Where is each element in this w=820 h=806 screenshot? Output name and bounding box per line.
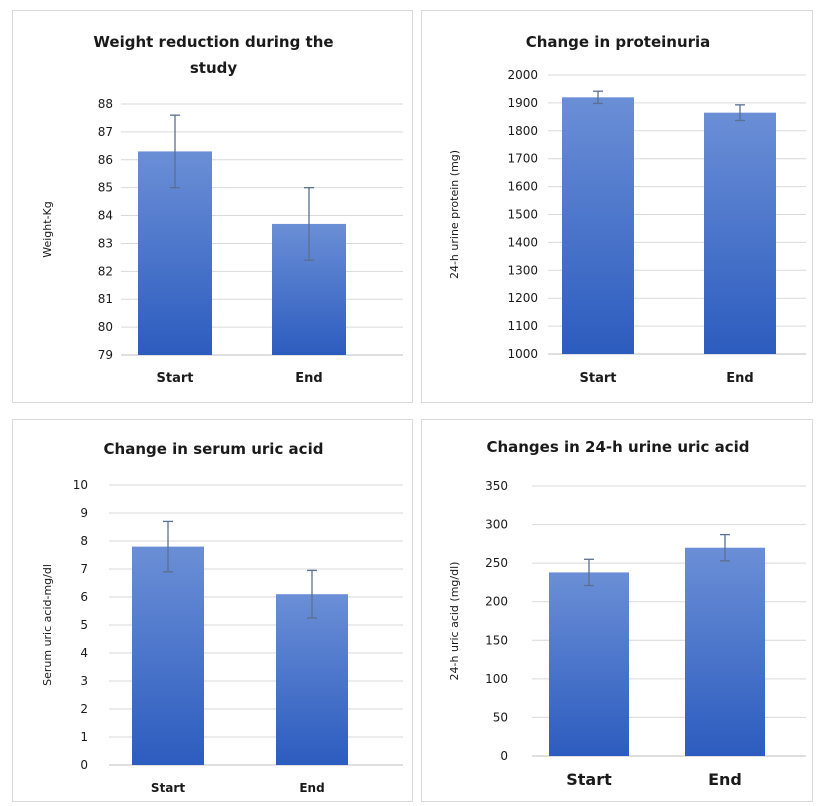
y-tick-label: 7 — [80, 562, 88, 576]
category-label: Start — [566, 770, 612, 789]
y-tick-label: 1900 — [507, 96, 538, 110]
y-tick-label: 6 — [80, 590, 88, 604]
y-tick-label: 83 — [98, 236, 113, 250]
y-tick-label: 0 — [500, 749, 508, 763]
y-tick-label: 100 — [485, 672, 508, 686]
y-axis-label: 24-h uric acid (mg/dl) — [448, 562, 461, 681]
y-tick-label: 0 — [80, 758, 88, 772]
y-tick-label: 1 — [80, 730, 88, 744]
y-tick-label: 84 — [98, 209, 113, 223]
chart-svg: Change in proteinuria 1000 1100 1200 1300 140… — [448, 33, 806, 386]
bar-end — [704, 112, 776, 354]
category-label: End — [299, 781, 324, 795]
bar-start — [132, 546, 204, 765]
y-tick-label: 350 — [485, 479, 508, 493]
chart-panel-urine-uric-acid: Changes in 24-h urine uric acid 0 50 100 150… — [421, 419, 813, 802]
y-tick-label: 2 — [80, 702, 88, 716]
chart-panel-proteinuria: Change in proteinuria 1000 1100 1200 1300 140… — [421, 10, 813, 403]
chart-title: Weight reduction during the — [93, 33, 333, 51]
chart-panel-serum-uric-acid: Change in serum uric acid 0 1 2 3 4 5 6 7 8 9 10 Ser… — [12, 419, 413, 802]
y-tick-label: 1300 — [507, 263, 538, 277]
y-tick-label: 79 — [98, 348, 113, 362]
bar-end — [276, 594, 348, 765]
y-tick-label: 81 — [98, 292, 113, 306]
y-tick-label: 1100 — [507, 319, 538, 333]
y-tick-label: 85 — [98, 181, 113, 195]
bar-end — [685, 547, 765, 756]
y-axis-label: 24-h urine protein (mg) — [448, 150, 461, 279]
y-tick-label: 1200 — [507, 291, 538, 305]
y-tick-label: 1000 — [507, 347, 538, 361]
bar-start — [549, 572, 629, 756]
chart-title: Changes in 24-h urine uric acid — [486, 438, 749, 456]
category-label: Start — [580, 371, 617, 386]
y-tick-label: 200 — [485, 595, 508, 609]
y-tick-label: 1800 — [507, 124, 538, 138]
y-tick-label: 4 — [80, 646, 88, 660]
chart-title: Change in serum uric acid — [104, 440, 324, 458]
y-tick-label: 87 — [98, 125, 113, 139]
y-tick-label: 86 — [98, 153, 113, 167]
y-tick-label: 250 — [485, 556, 508, 570]
chart-title: Change in proteinuria — [526, 33, 711, 51]
y-tick-label: 8 — [80, 534, 88, 548]
category-label: End — [295, 371, 322, 386]
y-tick-label: 50 — [493, 710, 508, 724]
y-tick-label: 2000 — [507, 68, 538, 82]
y-tick-label: 82 — [98, 264, 113, 278]
y-tick-label: 1600 — [507, 180, 538, 194]
bar-start — [562, 97, 634, 354]
y-axis-label: Weight-Kg — [41, 201, 54, 258]
chart-panel-weight: Weight reduction during the study 79 80 81 82… — [12, 10, 413, 403]
category-label: Start — [151, 781, 185, 795]
chart-svg: Weight reduction during the study 79 80 81 82… — [41, 33, 403, 386]
y-tick-label: 150 — [485, 633, 508, 647]
chart-svg: Change in serum uric acid 0 1 2 3 4 5 6 7 8 9 10 Ser… — [41, 440, 403, 795]
y-tick-label: 1700 — [507, 152, 538, 166]
category-label: End — [708, 770, 742, 789]
y-tick-label: 80 — [98, 320, 113, 334]
y-tick-label: 10 — [73, 478, 88, 492]
y-tick-label: 9 — [80, 506, 88, 520]
y-tick-label: 300 — [485, 518, 508, 532]
category-label: Start — [157, 371, 194, 386]
chart-svg: Changes in 24-h urine uric acid 0 50 100 150… — [448, 438, 806, 789]
y-axis-label: Serum uric acid-mg/dl — [41, 564, 54, 686]
y-tick-label: 5 — [80, 618, 88, 632]
y-tick-label: 88 — [98, 97, 113, 111]
y-tick-label: 1500 — [507, 208, 538, 222]
chart-title: study — [190, 59, 238, 77]
y-tick-label: 1400 — [507, 235, 538, 249]
y-tick-label: 3 — [80, 674, 88, 688]
category-label: End — [726, 371, 753, 386]
